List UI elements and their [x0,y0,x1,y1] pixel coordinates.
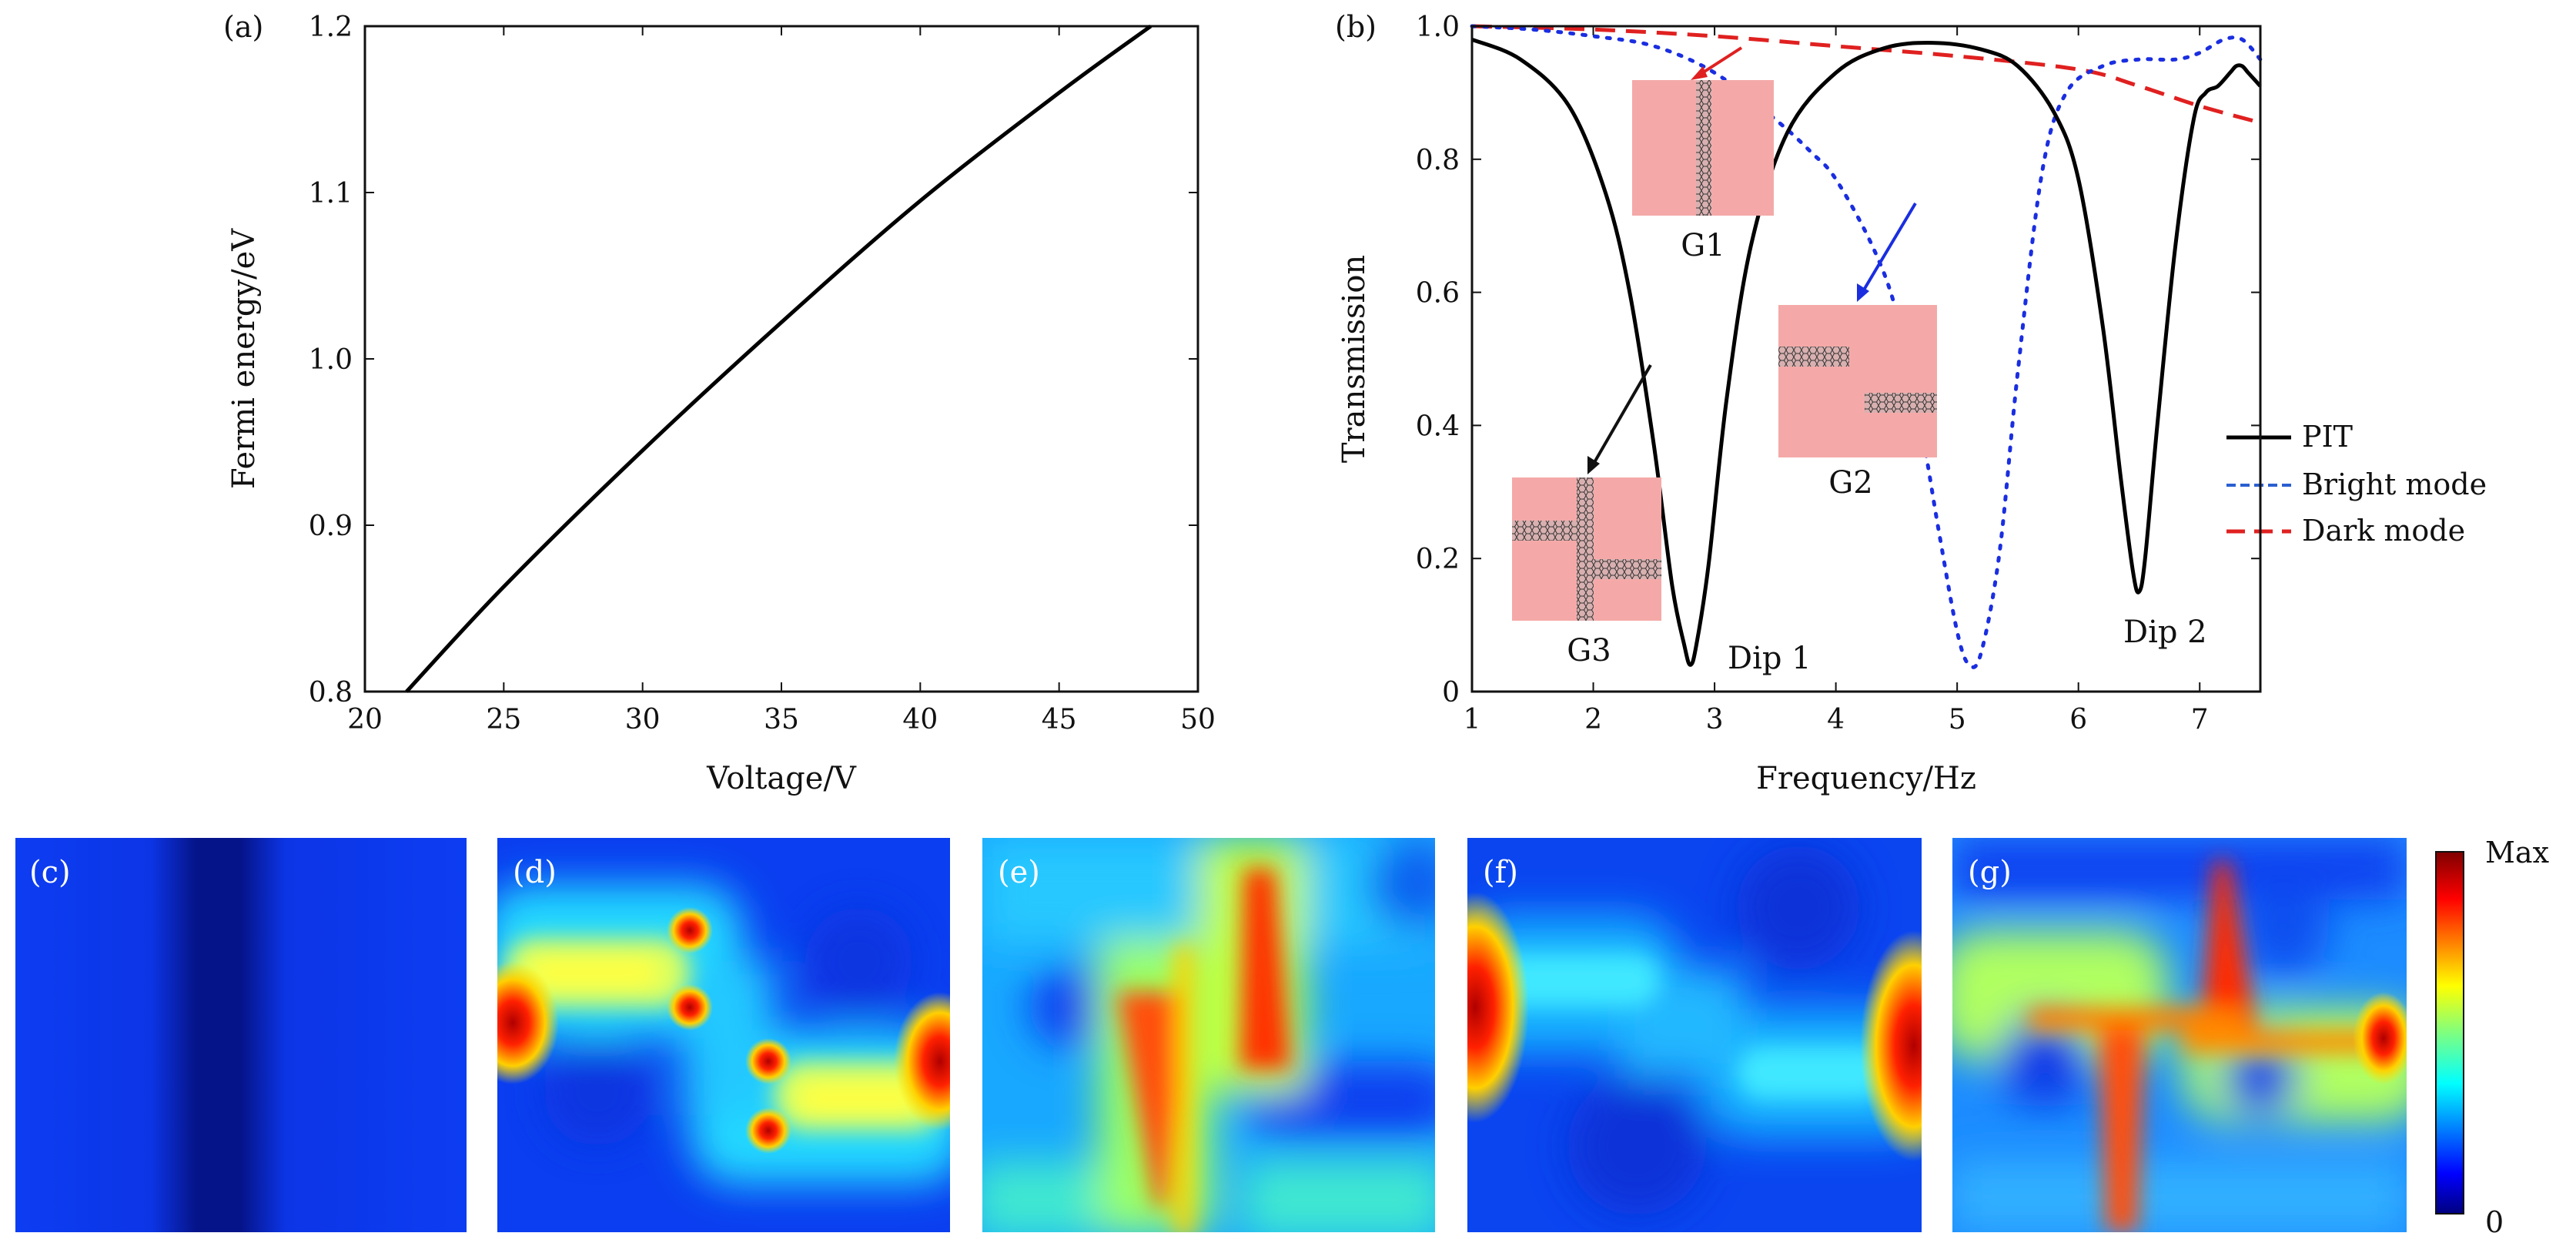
x-tick-label: 30 [625,704,661,735]
inset-g3-strip-left [1512,521,1580,541]
y-tick-label: 1.2 [309,12,353,43]
colorbar: Max 0 [2435,836,2549,1239]
legend: PIT Bright mode Dark mode [2226,420,2487,548]
x-tick-label: 1 [1464,704,1481,735]
panel-a-ylabel: Fermi energy/eV [226,228,262,489]
inset-g3 [1512,477,1661,621]
field-map-d-label: (d) [513,855,557,890]
panel-a-frame [363,25,1199,693]
arrow-g3-head [1587,456,1600,474]
y-tick-label: 1.0 [1416,12,1460,43]
y-tick-label: 0.6 [1416,278,1460,310]
panel-b-label: (b) [1335,10,1377,44]
y-tick-label: 0.8 [1416,145,1460,176]
field-map-f: (f) [1467,838,1922,1232]
field-map-f-label: (f) [1483,855,1518,890]
legend-label-bright: Bright mode [2302,467,2487,501]
y-tick-label: 1.0 [309,344,353,376]
series-bright-mode [1470,24,2263,669]
panel-b: (b) 1 2 3 4 5 6 7 0 0.2 0.4 0.6 0.8 1.0 [1335,10,2487,796]
x-tick-label: 25 [486,704,521,735]
field-map-c-image [15,838,467,1232]
inset-g1 [1632,80,1774,216]
inset-g3-strip-right [1594,559,1661,579]
inset-g3-strip-vertical [1577,477,1594,621]
x-tick-label: 7 [2191,704,2209,735]
arrow-g2 [1862,202,1917,293]
panel-b-frame [1470,25,2262,693]
label-g3: G3 [1567,633,1611,668]
field-map-d: (d) [497,838,950,1232]
inset-g2-strip-right [1865,393,1937,413]
inset-g1-graphene-strip [1696,80,1711,216]
legend-label-pit: PIT [2302,420,2353,454]
y-tick-label: 0 [1442,677,1460,709]
arrow-g3 [1592,364,1652,465]
panel-b-ylabel: Transmission [1337,255,1372,463]
x-tick-label: 3 [1706,704,1724,735]
x-tick-label: 5 [1949,704,1966,735]
arrow-g2-head [1857,283,1869,302]
y-tick-label: 1.1 [309,178,353,209]
panel-b-ticks: 1 2 3 4 5 6 7 0 0.2 0.4 0.6 0.8 1.0 [1416,12,2260,735]
inset-arrows [1587,46,1917,474]
inset-g2-substrate [1778,305,1937,457]
series-pit [1471,37,2262,667]
inset-g2-strip-left [1778,347,1849,367]
panel-a-ticks: 20 25 30 35 40 45 50 0.8 0.9 1.0 1.1 1.2 [309,12,1216,735]
x-tick-label: 4 [1827,704,1845,735]
label-g2: G2 [1828,465,1872,501]
panel-a: (a) 20 25 30 35 40 45 50 0.8 0.9 1.0 1.1 1.2 Voltag… [223,10,1216,796]
x-tick-label: 50 [1180,704,1216,735]
arrow-g1-head [1691,66,1708,80]
field-map-e-label: (e) [998,855,1040,890]
field-map-c: (c) [15,838,467,1232]
label-g1: G1 [1681,228,1725,263]
inset-g2 [1778,305,1937,457]
y-tick-label: 0.4 [1416,410,1460,442]
panel-a-xlabel: Voltage/V [706,761,857,796]
field-map-d-hotspots [497,907,950,1154]
x-tick-label: 40 [902,704,938,735]
x-tick-label: 35 [764,704,799,735]
field-map-f-hotspots [1467,892,1922,1161]
x-tick-label: 20 [347,704,383,735]
colorbar-min-label: 0 [2485,1205,2504,1239]
field-map-e: (e) [982,838,1435,1232]
field-map-c-label: (c) [29,855,71,890]
y-tick-label: 0.9 [309,511,353,542]
label-dip-1: Dip 1 [1728,641,1812,676]
field-map-g-label: (g) [1968,855,2012,890]
panel-b-xlabel: Frequency/Hz [1756,761,1976,796]
x-tick-label: 45 [1042,704,1077,735]
y-tick-label: 0.2 [1416,544,1460,575]
legend-label-dark: Dark mode [2302,514,2465,548]
x-tick-label: 6 [2069,704,2087,735]
label-dip-2: Dip 2 [2123,615,2207,650]
x-tick-label: 2 [1584,704,1602,735]
field-map-g: (g) [1952,838,2407,1232]
panel-a-series-line [405,24,1153,693]
colorbar-gradient [2435,851,2464,1215]
colorbar-max-label: Max [2485,836,2549,869]
panel-a-label: (a) [223,10,263,44]
y-tick-label: 0.8 [309,677,353,709]
arrow-g1 [1697,46,1743,77]
